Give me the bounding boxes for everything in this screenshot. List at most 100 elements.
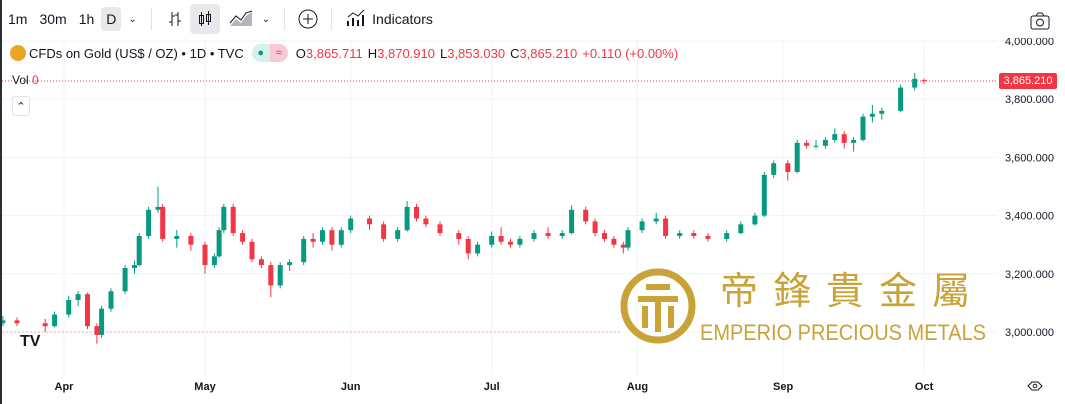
candle-body	[329, 230, 335, 245]
interval-1m[interactable]: 1m	[8, 11, 28, 27]
candle	[832, 128, 838, 143]
candle-body	[230, 206, 236, 234]
collapse-legend-button[interactable]: ⌃	[12, 96, 30, 116]
close-value: 3,865.210	[519, 45, 578, 61]
candle	[545, 227, 551, 239]
market-status-pill[interactable]: ● ≈	[251, 44, 288, 62]
area-chart-icon[interactable]	[226, 4, 256, 34]
candle-body	[738, 224, 744, 234]
candle-body	[14, 320, 20, 324]
candle-body	[188, 235, 194, 245]
candle	[277, 262, 283, 289]
candle	[320, 227, 325, 245]
candle-body	[85, 294, 90, 327]
candle-body	[912, 78, 918, 88]
add-compare-icon[interactable]	[293, 4, 323, 34]
divider	[150, 8, 152, 30]
bars-icon[interactable]	[160, 4, 190, 34]
candle	[174, 230, 180, 248]
interval-30m[interactable]: 30m	[39, 11, 67, 27]
candle-body	[75, 294, 81, 300]
candle-body	[639, 221, 645, 231]
candle-body	[94, 326, 100, 335]
candle	[691, 230, 697, 239]
candle-body	[517, 238, 523, 245]
candle	[42, 318, 48, 332]
candle-body	[216, 230, 222, 257]
candle	[221, 203, 227, 234]
candle-body	[752, 215, 758, 225]
candle	[287, 259, 293, 271]
candle-body	[592, 221, 598, 234]
left-border	[0, 0, 2, 404]
y-tick-label: 3,000.000	[1005, 327, 1054, 339]
candles-icon[interactable]	[189, 4, 220, 34]
candle-body	[851, 139, 857, 143]
volume-legend: Vol 0	[12, 73, 39, 87]
candle	[188, 233, 194, 251]
chart-type-chevron-down-icon[interactable]: ⌄	[261, 13, 271, 25]
candle	[268, 262, 274, 298]
candle-body	[611, 238, 617, 245]
x-tick-label: Oct	[915, 381, 934, 393]
candle	[771, 160, 777, 178]
watermark-text: EMPERIO PRECIOUS METALS	[700, 320, 986, 345]
candle	[860, 113, 866, 142]
candle-body	[569, 209, 575, 234]
candle	[794, 139, 800, 174]
close-label: C	[510, 45, 520, 61]
tradingview-logo[interactable]: TV	[20, 333, 41, 350]
candle	[310, 233, 316, 248]
candle-body	[602, 233, 607, 239]
candle	[663, 215, 669, 239]
candle	[813, 139, 819, 149]
candle	[822, 137, 828, 149]
candle	[879, 107, 885, 120]
candle	[602, 230, 607, 242]
candle	[898, 84, 904, 113]
candle	[851, 137, 857, 152]
candle	[465, 235, 471, 260]
candle	[677, 230, 683, 239]
y-tick-label: 3,600.000	[1005, 152, 1054, 164]
candle	[489, 231, 495, 248]
x-tick-label: Apr	[55, 381, 75, 393]
candle	[66, 295, 72, 318]
candle	[761, 171, 767, 218]
candle-body	[52, 314, 58, 327]
candle-body	[531, 233, 537, 239]
settings-icon[interactable]	[1027, 381, 1043, 391]
toolbar: 1m 30m 1h D ⌄ ⌄ Indicators	[2, 0, 1065, 38]
candle	[230, 203, 236, 236]
candle	[921, 78, 927, 84]
candle	[414, 203, 419, 222]
candle-body	[489, 235, 495, 245]
candle	[132, 260, 137, 274]
candle-body	[841, 134, 847, 143]
indicators-button[interactable]: Indicators	[341, 5, 438, 34]
x-tick-label: May	[194, 381, 216, 393]
camera-icon[interactable]	[1025, 6, 1055, 36]
candle-body	[860, 116, 866, 140]
interval-1h[interactable]: 1h	[78, 11, 95, 27]
candle-body	[108, 291, 114, 309]
candle	[752, 212, 758, 226]
symbol-title[interactable]: CFDs on Gold (US$ / OZ) • 1D • TVC	[29, 45, 244, 61]
candle	[155, 186, 161, 213]
candle	[724, 230, 730, 242]
candle	[136, 233, 142, 267]
candle-body	[301, 238, 307, 263]
candle	[559, 230, 565, 239]
interval-d[interactable]: D	[101, 7, 122, 31]
volume-value: 0	[32, 73, 39, 87]
candle	[52, 311, 58, 328]
candle	[738, 221, 744, 235]
candle-body	[287, 262, 293, 266]
interval-chevron-down-icon[interactable]: ⌄	[128, 13, 137, 25]
candle-body	[66, 299, 72, 315]
candle	[202, 241, 208, 274]
candle-body	[146, 209, 152, 236]
price-chart[interactable]: 4,000.000 3,800.000 3,600.000 3,400.000 3,20…	[2, 38, 1065, 404]
candle-body	[879, 110, 885, 114]
x-tick-label: Sep	[773, 381, 793, 393]
